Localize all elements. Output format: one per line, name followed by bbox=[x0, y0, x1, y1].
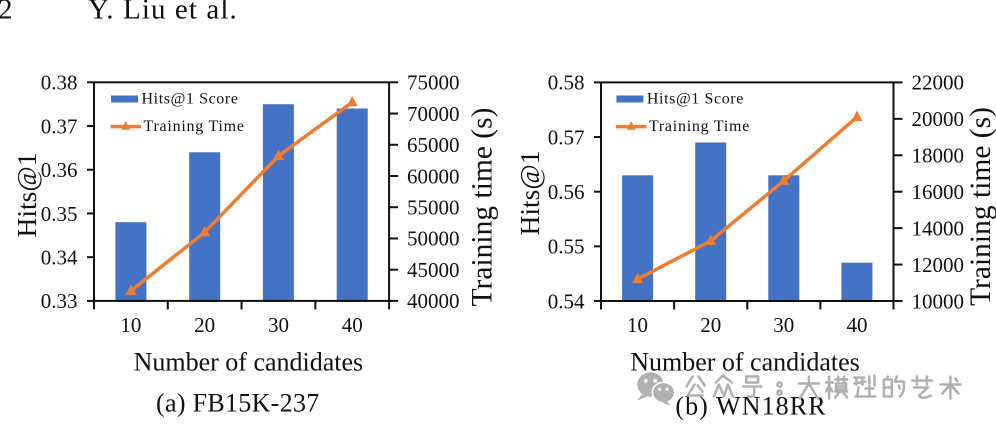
svg-text:12000: 12000 bbox=[912, 253, 965, 277]
svg-text:Number of candidates: Number of candidates bbox=[630, 347, 860, 376]
svg-text:0.55: 0.55 bbox=[548, 235, 585, 259]
svg-text:Hits@1: Hits@1 bbox=[514, 151, 545, 236]
svg-text:Training time (s): Training time (s) bbox=[965, 107, 996, 306]
svg-text:0.36: 0.36 bbox=[41, 158, 78, 182]
svg-text:16000: 16000 bbox=[912, 180, 965, 204]
svg-text:(a) FB15K-237: (a) FB15K-237 bbox=[156, 389, 320, 418]
svg-text:0.58: 0.58 bbox=[548, 71, 585, 95]
svg-text:Number of candidates: Number of candidates bbox=[134, 347, 364, 376]
svg-text:60000: 60000 bbox=[407, 164, 460, 188]
svg-text:20: 20 bbox=[194, 313, 215, 337]
svg-text:40: 40 bbox=[846, 313, 867, 337]
svg-text:40000: 40000 bbox=[407, 289, 460, 313]
svg-text:Training time (s): Training time (s) bbox=[467, 108, 499, 307]
svg-text:75000: 75000 bbox=[407, 71, 460, 95]
svg-text:10: 10 bbox=[120, 313, 141, 337]
svg-text:70000: 70000 bbox=[407, 102, 460, 126]
svg-text:Hits@1 Score: Hits@1 Score bbox=[647, 90, 744, 107]
svg-text:0.33: 0.33 bbox=[41, 289, 78, 313]
svg-text:0.54: 0.54 bbox=[548, 289, 585, 313]
svg-text:20000: 20000 bbox=[912, 107, 965, 131]
svg-text:10: 10 bbox=[627, 313, 648, 337]
svg-text:55000: 55000 bbox=[407, 196, 460, 220]
svg-text:0.57: 0.57 bbox=[548, 125, 585, 149]
svg-text:30: 30 bbox=[773, 313, 794, 337]
svg-text:18000: 18000 bbox=[912, 144, 965, 168]
svg-text:20: 20 bbox=[700, 313, 721, 337]
svg-text:40: 40 bbox=[342, 313, 363, 337]
svg-text:50000: 50000 bbox=[407, 227, 460, 251]
svg-text:45000: 45000 bbox=[407, 258, 460, 282]
svg-text:2: 2 bbox=[0, 0, 13, 26]
svg-text:Hits@1 Score: Hits@1 Score bbox=[142, 90, 239, 107]
svg-text:14000: 14000 bbox=[912, 216, 965, 240]
svg-text:65000: 65000 bbox=[407, 133, 460, 157]
svg-text:0.34: 0.34 bbox=[41, 245, 78, 269]
svg-text:0.56: 0.56 bbox=[548, 180, 585, 204]
svg-text:30: 30 bbox=[268, 313, 289, 337]
svg-text:0.35: 0.35 bbox=[41, 202, 78, 226]
svg-text:0.37: 0.37 bbox=[41, 114, 78, 138]
svg-text:Training Time: Training Time bbox=[144, 118, 245, 135]
svg-text:10000: 10000 bbox=[912, 289, 965, 313]
svg-text:Training Time: Training Time bbox=[649, 118, 750, 135]
svg-text:Y. Liu et al.: Y. Liu et al. bbox=[88, 0, 238, 26]
svg-text:Hits@1: Hits@1 bbox=[11, 153, 42, 238]
svg-text:0.38: 0.38 bbox=[41, 71, 78, 95]
svg-text:22000: 22000 bbox=[912, 71, 965, 95]
